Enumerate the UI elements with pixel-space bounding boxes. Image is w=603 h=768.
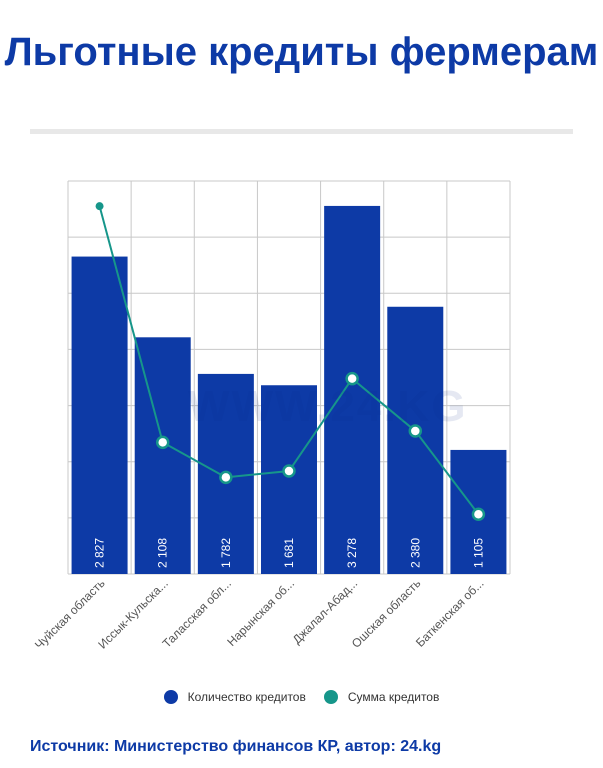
legend-label-count: Количество кредитов xyxy=(187,690,306,704)
bar-value-label: 3 278 xyxy=(345,538,359,568)
x-axis-label: Нарынская об... xyxy=(224,576,297,649)
bar-value-label: 1 681 xyxy=(282,538,296,568)
legend-item-sum[interactable]: Сумма кредитов xyxy=(323,690,440,704)
chart-area: 2 827 2 108 1 782 1 681 3 278 2 380 1 105 Чуйс… xyxy=(32,180,511,652)
x-axis-label: Баткенская об... xyxy=(413,576,487,650)
sum-point[interactable] xyxy=(155,435,170,450)
legend-item-count[interactable]: Количество кредитов xyxy=(163,690,306,704)
sum-point[interactable] xyxy=(471,507,486,522)
bar[interactable] xyxy=(261,385,317,574)
line-series xyxy=(95,202,486,522)
legend-marker-sum xyxy=(323,690,338,704)
sum-point[interactable] xyxy=(345,371,359,386)
sum-point[interactable] xyxy=(95,202,104,211)
x-axis-label: Таласская обл... xyxy=(160,576,234,650)
bar-value-label: 2 827 xyxy=(93,538,107,568)
bar[interactable] xyxy=(71,256,128,574)
sum-point[interactable] xyxy=(219,470,233,485)
watermark: WWW.24.KG xyxy=(188,382,468,431)
title-divider xyxy=(30,129,573,134)
bar[interactable] xyxy=(387,306,444,574)
x-axis-label: Джалал-Абад... xyxy=(290,576,361,647)
x-axis-labels: Чуйская областьИссык-Кульска...Таласская… xyxy=(32,576,487,652)
bar-series: 2 827 2 108 1 782 1 681 3 278 2 380 1 105 xyxy=(71,205,507,574)
bar-value-label: 1 782 xyxy=(219,538,233,568)
bar[interactable] xyxy=(134,337,191,574)
bar[interactable] xyxy=(324,205,381,574)
chart-title: Льготные кредиты фермерам xyxy=(4,30,599,74)
sum-point[interactable] xyxy=(282,464,296,478)
bar-value-label: 2 380 xyxy=(408,538,422,568)
legend: Количество кредитов Сумма кредитов xyxy=(0,690,603,704)
source-note: Источник: Министерство финансов КР, авто… xyxy=(30,738,442,755)
sum-point[interactable] xyxy=(408,424,423,438)
bar-value-label: 1 105 xyxy=(471,538,485,568)
legend-label-sum: Сумма кредитов xyxy=(347,690,440,704)
legend-marker-count xyxy=(163,690,178,704)
bar-value-label: 2 108 xyxy=(156,538,170,568)
